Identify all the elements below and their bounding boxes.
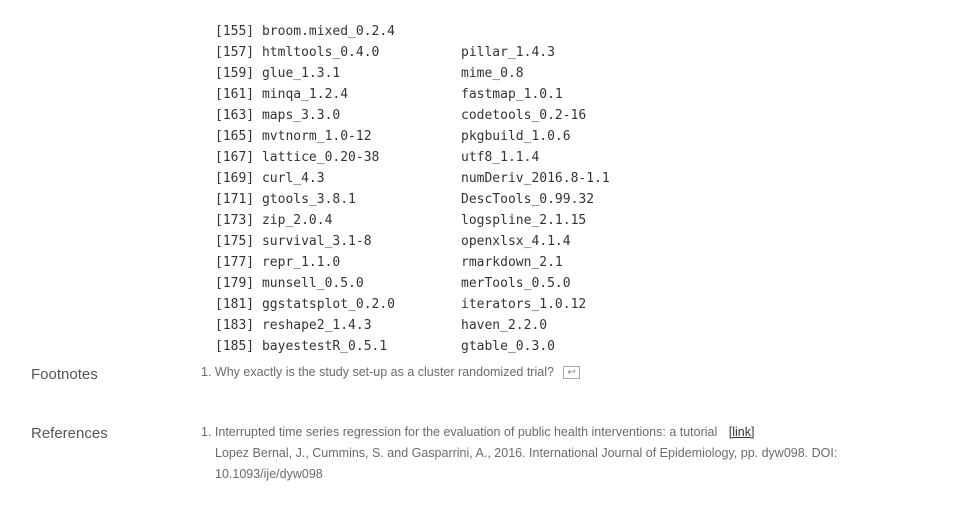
package-row: [177] repr_1.1.0 merTools_0.5.0 — [215, 231, 735, 291]
reference-list: 1. Interrupted time series regression fo… — [201, 422, 855, 485]
package-entry: logspline_2.1.15 — [461, 213, 587, 228]
package-entry: DescTools_0.99.32 — [461, 192, 595, 207]
package-entry: haven_2.2.0 — [461, 318, 548, 333]
package-entry: [183] reshape2_1.4.3 — [215, 318, 372, 333]
package-entry: gtable_0.3.0 — [461, 339, 555, 354]
package-entry: [155] broom.mixed_0.2.4 — [215, 24, 396, 39]
package-entry: pkgbuild_1.0.6 — [461, 129, 571, 144]
package-row: [167] lattice_0.20-38 numDeriv_2016.8-1.… — [215, 126, 735, 186]
package-row: [173] zip_2.0.4 openxlsx_4.1.4 — [215, 189, 735, 249]
package-entry: merTools_0.5.0 — [461, 276, 571, 291]
package-entry: numDeriv_2016.8-1.1 — [461, 171, 610, 186]
package-row: [175] survival_3.1-8 rmarkdown_2.1 — [215, 210, 735, 270]
package-row: [181] ggstatsplot_0.2.0 haven_2.2.0 — [215, 273, 735, 333]
footnote-item: 1. Why exactly is the study set-up as a … — [201, 362, 580, 383]
return-arrow-icon[interactable]: ↩ — [563, 366, 580, 380]
package-row: [169] curl_4.3 DescTools_0.99.32 — [215, 147, 735, 207]
package-entry: mime_0.8 — [461, 66, 524, 81]
package-entry: utf8_1.1.4 — [461, 150, 540, 165]
package-entry: [159] glue_1.3.1 — [215, 66, 341, 81]
reference-link[interactable]: [link] — [728, 425, 755, 439]
package-row: [165] mvtnorm_1.0-12 utf8_1.1.4 — [215, 105, 735, 165]
reference-item: 1. Interrupted time series regression fo… — [201, 422, 855, 443]
package-row: [163] maps_3.3.0 pkgbuild_1.0.6 — [215, 84, 735, 144]
package-entry: [163] maps_3.3.0 — [215, 108, 341, 123]
package-row: [185] bayestestR_0.5.1 — [215, 315, 735, 354]
package-row: [159] glue_1.3.1 fastmap_1.0.1 — [215, 42, 735, 102]
package-entry: [177] repr_1.1.0 — [215, 255, 341, 270]
reference-title: 1. Interrupted time series regression fo… — [201, 425, 718, 439]
package-row: [179] munsell_0.5.0 iterators_1.0.12 — [215, 252, 735, 312]
package-entry: [167] lattice_0.20-38 — [215, 150, 380, 165]
package-entry: [179] munsell_0.5.0 — [215, 276, 364, 291]
package-entry: pillar_1.4.3 — [461, 45, 555, 60]
package-entry: rmarkdown_2.1 — [461, 255, 563, 270]
package-entry: [161] minqa_1.2.4 — [215, 87, 349, 102]
package-entry: [173] zip_2.0.4 — [215, 213, 333, 228]
package-entry: iterators_1.0.12 — [461, 297, 587, 312]
package-row: [171] gtools_3.8.1 logspline_2.1.15 — [215, 168, 735, 228]
package-row: [183] reshape2_1.4.3 gtable_0.3.0 — [215, 294, 735, 354]
package-row: [161] minqa_1.2.4 codetools_0.2-16 — [215, 63, 735, 123]
footnotes-heading: Footnotes — [31, 366, 98, 383]
package-entry: fastmap_1.0.1 — [461, 87, 563, 102]
package-entry: codetools_0.2-16 — [461, 108, 587, 123]
package-entry: [175] survival_3.1-8 — [215, 234, 372, 249]
footnote-list: 1. Why exactly is the study set-up as a … — [201, 362, 580, 383]
package-entry: [185] bayestestR_0.5.1 — [215, 339, 388, 354]
reference-detail: Lopez Bernal, J., Cummins, S. and Gaspar… — [215, 446, 838, 481]
package-entry: [169] curl_4.3 — [215, 171, 325, 186]
package-row: [157] htmltools_0.4.0 mime_0.8 — [215, 21, 735, 81]
references-heading: References — [31, 425, 108, 442]
package-entry: [171] gtools_3.8.1 — [215, 192, 356, 207]
package-entry: openxlsx_4.1.4 — [461, 234, 571, 249]
footnote-text: 1. Why exactly is the study set-up as a … — [201, 365, 554, 379]
package-entry: [165] mvtnorm_1.0-12 — [215, 129, 372, 144]
package-row: [155] broom.mixed_0.2.4 pillar_1.4.3 — [215, 0, 735, 60]
package-entry: [181] ggstatsplot_0.2.0 — [215, 297, 396, 312]
package-entry: [157] htmltools_0.4.0 — [215, 45, 380, 60]
